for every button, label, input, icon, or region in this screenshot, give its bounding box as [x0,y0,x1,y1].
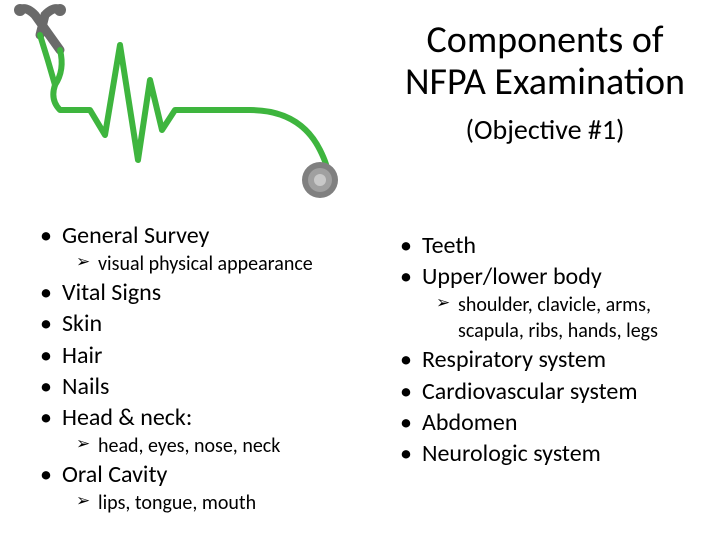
list-item: Hair [40,340,370,371]
stethoscope-graphic [0,0,360,210]
list-subitem: head, eyes, nose, neck [40,433,370,459]
list-item: Respiratory system [400,344,710,375]
subtitle: (Objective #1) [370,112,720,147]
list-item: Head & neck: [40,402,370,433]
list-item: General Survey [40,220,370,251]
list-item: Vital Signs [40,277,370,308]
list-item: Cardiovascular system [400,376,710,407]
list-item: Upper/lower body [400,261,710,292]
title-line-2: NFPA Examination [370,62,720,104]
list-item: Abdomen [400,407,710,438]
list-item: Nails [40,371,370,402]
list-item: Neurologic system [400,438,710,469]
list-subitem: shoulder, clavicle, arms, scapula, ribs,… [400,292,710,344]
list-subitem: visual physical appearance [40,251,370,277]
title-line-1: Components of [370,20,720,62]
list-item: Oral Cavity [40,459,370,490]
right-column: Teeth Upper/lower body shoulder, clavicl… [400,230,710,469]
list-item: Skin [40,308,370,339]
list-item: Teeth [400,230,710,261]
left-column: General Survey visual physical appearanc… [40,220,370,516]
title-block: Components of NFPA Examination (Objectiv… [370,20,720,147]
list-subitem: lips, tongue, mouth [40,490,370,516]
